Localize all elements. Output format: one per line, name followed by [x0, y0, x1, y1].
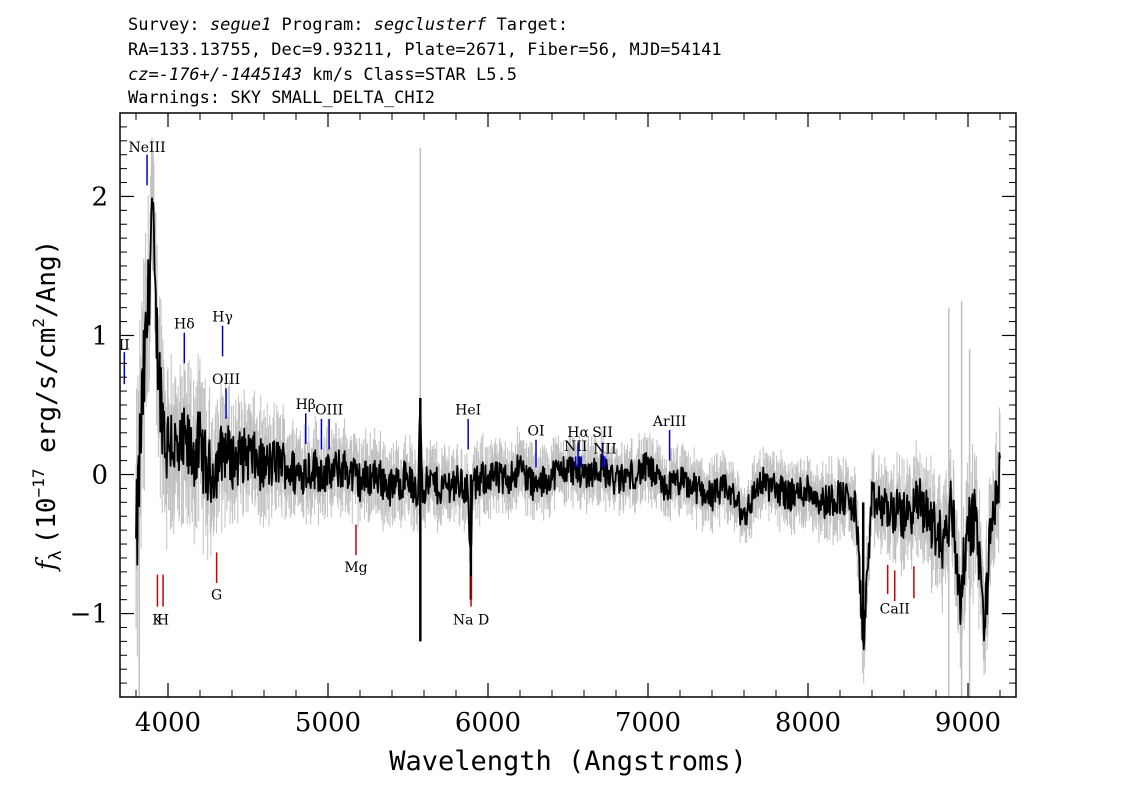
- line-label-NaD: Na D: [453, 613, 489, 629]
- line-label-OIII4363: OIII: [212, 372, 240, 388]
- y-tick-label: 0: [91, 461, 108, 491]
- line-label-CaII8542: CaII: [880, 602, 910, 618]
- header-line-2: RA=133.13755, Dec=9.93211, Plate=2671, F…: [128, 40, 722, 60]
- line-label-HeI: HeI: [455, 403, 481, 419]
- x-tick-label: 8000: [775, 708, 841, 738]
- line-label-OII: II: [119, 337, 130, 353]
- y-axis-label: fλ(10−17 erg/s/cm2/Ang): [29, 240, 66, 573]
- y-tick-label: 1: [91, 321, 108, 351]
- line-label-SII6716: SII: [592, 425, 613, 441]
- line-label-NeIII: NeIII: [128, 140, 165, 156]
- line-label-OI: OI: [527, 424, 544, 440]
- line-label-Hgamma: Hγ: [212, 310, 233, 326]
- line-label-Hbeta: Hβ: [296, 397, 316, 413]
- line-label-NII6583: NII: [570, 463, 593, 479]
- x-tick-label: 9000: [935, 708, 1001, 738]
- y-tick-label: 2: [91, 182, 108, 212]
- line-label-NII6548: NII: [564, 439, 587, 455]
- x-tick-label: 7000: [615, 708, 681, 738]
- line-label-Halpha: Hα: [567, 425, 589, 441]
- line-label-ArIII: ArIII: [652, 414, 686, 430]
- axis-ticks: 4000 5000 6000 7000 8000 9000 −1 0 1 2: [70, 113, 1016, 738]
- header-line-4: Warnings: SKY SMALL_DELTA_CHI2: [128, 88, 435, 108]
- line-label-Hdelta: Hδ: [174, 317, 195, 333]
- line-label-G: G: [211, 588, 222, 604]
- header-line-1: Survey: segue1 Program: segclusterf Targ…: [128, 15, 568, 35]
- error-band-path: [135, 137, 1001, 684]
- x-tick-label: 4000: [135, 708, 201, 738]
- x-tick-label: 5000: [295, 708, 361, 738]
- header-line-3: cz=-176+/-1445143 km/s Class=STAR L5.5: [128, 65, 517, 85]
- flux-line: [135, 197, 1001, 651]
- y-tick-label: −1: [70, 600, 108, 630]
- plot-header: Survey: segue1 Program: segclusterf Targ…: [128, 15, 722, 108]
- line-label-K: K: [152, 613, 163, 629]
- line-label-Mg: Mg: [344, 560, 367, 576]
- line-label-OIII5007: OIII: [315, 403, 343, 419]
- x-axis-label: Wavelength (Angstroms): [389, 746, 747, 777]
- error-band: [135, 137, 1001, 697]
- line-label-SII6731: NII: [593, 442, 616, 458]
- flux-series: [135, 197, 1001, 651]
- x-tick-label: 6000: [455, 708, 521, 738]
- line-label-H: H: [157, 613, 169, 629]
